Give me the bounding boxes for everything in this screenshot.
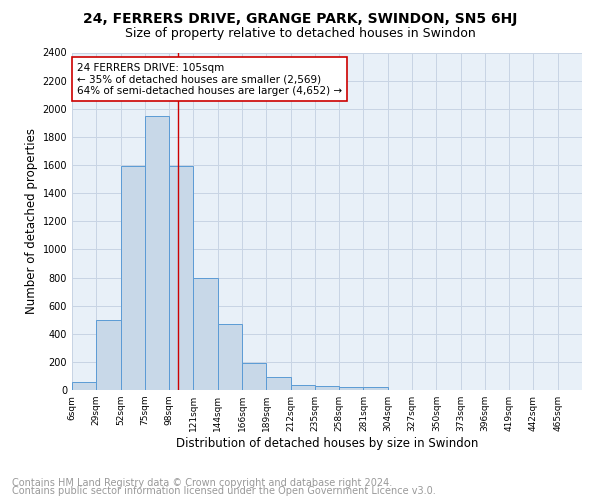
Bar bbox=[290, 385, 315, 390]
Bar bbox=[193, 278, 218, 390]
Text: Contains HM Land Registry data © Crown copyright and database right 2024.: Contains HM Land Registry data © Crown c… bbox=[12, 478, 392, 488]
Text: Contains public sector information licensed under the Open Government Licence v3: Contains public sector information licen… bbox=[12, 486, 436, 496]
Bar bbox=[315, 386, 339, 390]
Bar bbox=[96, 320, 121, 390]
Bar bbox=[121, 166, 145, 390]
Text: Size of property relative to detached houses in Swindon: Size of property relative to detached ho… bbox=[125, 28, 475, 40]
Bar bbox=[364, 387, 388, 390]
X-axis label: Distribution of detached houses by size in Swindon: Distribution of detached houses by size … bbox=[176, 437, 478, 450]
Bar bbox=[169, 166, 193, 390]
Y-axis label: Number of detached properties: Number of detached properties bbox=[25, 128, 38, 314]
Bar bbox=[72, 382, 96, 390]
Bar bbox=[145, 116, 169, 390]
Bar bbox=[242, 362, 266, 390]
Bar bbox=[218, 324, 242, 390]
Bar bbox=[339, 387, 364, 390]
Text: 24, FERRERS DRIVE, GRANGE PARK, SWINDON, SN5 6HJ: 24, FERRERS DRIVE, GRANGE PARK, SWINDON,… bbox=[83, 12, 517, 26]
Bar bbox=[266, 376, 290, 390]
Text: 24 FERRERS DRIVE: 105sqm
← 35% of detached houses are smaller (2,569)
64% of sem: 24 FERRERS DRIVE: 105sqm ← 35% of detach… bbox=[77, 62, 342, 96]
